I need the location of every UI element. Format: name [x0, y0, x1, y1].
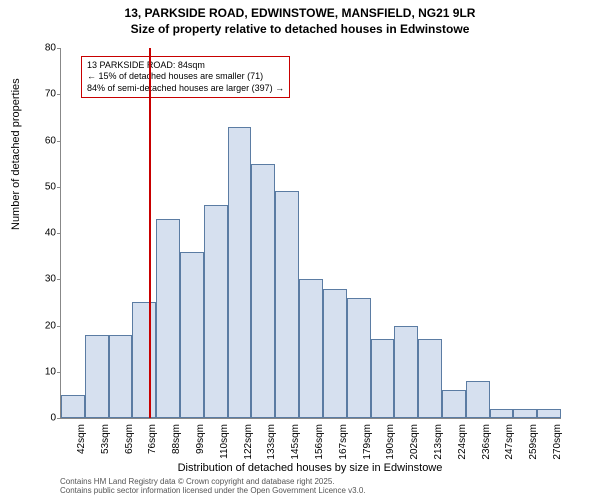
x-tick-label: 99sqm: [195, 424, 206, 464]
x-tick-label: 179sqm: [362, 424, 373, 464]
x-tick-label: 76sqm: [147, 424, 158, 464]
histogram-bar: [490, 409, 514, 418]
y-tick-label: 70: [26, 89, 56, 100]
y-tick-label: 60: [26, 135, 56, 146]
x-axis-label: Distribution of detached houses by size …: [60, 462, 560, 474]
x-tick-label: 145sqm: [290, 424, 301, 464]
histogram-bar: [347, 298, 371, 418]
histogram-bar: [228, 127, 252, 418]
footer-line2: Contains public sector information licen…: [60, 487, 366, 496]
histogram-bar: [323, 289, 347, 419]
annotation-line1: 13 PARKSIDE ROAD: 84sqm: [87, 60, 284, 71]
histogram-bar: [394, 326, 418, 419]
x-tick-label: 133sqm: [266, 424, 277, 464]
histogram-bar: [204, 205, 228, 418]
histogram-bar: [466, 381, 490, 418]
histogram-bar: [251, 164, 275, 418]
x-tick-label: 213sqm: [433, 424, 444, 464]
x-tick-label: 259sqm: [528, 424, 539, 464]
attribution-text: Contains HM Land Registry data © Crown c…: [60, 478, 366, 496]
y-tick-label: 0: [26, 413, 56, 424]
histogram-bar: [132, 302, 156, 418]
x-tick-label: 156sqm: [314, 424, 325, 464]
x-tick-label: 42sqm: [76, 424, 87, 464]
marker-annotation: 13 PARKSIDE ROAD: 84sqm ← 15% of detache…: [81, 56, 290, 98]
histogram-bar: [275, 191, 299, 418]
x-tick-label: 270sqm: [552, 424, 563, 464]
chart-title-line1: 13, PARKSIDE ROAD, EDWINSTOWE, MANSFIELD…: [0, 0, 600, 22]
annotation-line3: 84% of semi-detached houses are larger (…: [87, 83, 284, 94]
histogram-bar: [299, 279, 323, 418]
plot-area: 13 PARKSIDE ROAD: 84sqm ← 15% of detache…: [60, 48, 561, 419]
x-tick-label: 65sqm: [124, 424, 135, 464]
y-axis-label: Number of detached properties: [10, 78, 22, 230]
y-tick-label: 10: [26, 366, 56, 377]
x-tick-label: 110sqm: [219, 424, 230, 464]
histogram-bar: [418, 339, 442, 418]
histogram-bar: [156, 219, 180, 418]
histogram-bar: [371, 339, 395, 418]
histogram-bar: [61, 395, 85, 418]
x-tick-label: 224sqm: [457, 424, 468, 464]
x-tick-label: 247sqm: [504, 424, 515, 464]
x-tick-label: 236sqm: [481, 424, 492, 464]
x-tick-label: 167sqm: [338, 424, 349, 464]
histogram-bar: [180, 252, 204, 419]
histogram-bar: [109, 335, 133, 418]
chart-title-line2: Size of property relative to detached ho…: [0, 22, 600, 36]
x-tick-label: 122sqm: [243, 424, 254, 464]
y-tick-label: 20: [26, 320, 56, 331]
y-tick-label: 80: [26, 43, 56, 54]
y-tick-label: 30: [26, 274, 56, 285]
histogram-bar: [537, 409, 561, 418]
histogram-bar: [442, 390, 466, 418]
histogram-bar: [85, 335, 109, 418]
x-tick-label: 190sqm: [385, 424, 396, 464]
y-tick-label: 40: [26, 228, 56, 239]
x-tick-label: 88sqm: [171, 424, 182, 464]
marker-line: [149, 48, 151, 418]
chart-container: 13, PARKSIDE ROAD, EDWINSTOWE, MANSFIELD…: [0, 0, 600, 500]
y-tick-label: 50: [26, 181, 56, 192]
x-tick-label: 53sqm: [100, 424, 111, 464]
x-tick-label: 202sqm: [409, 424, 420, 464]
histogram-bar: [513, 409, 537, 418]
annotation-line2: ← 15% of detached houses are smaller (71…: [87, 71, 284, 82]
